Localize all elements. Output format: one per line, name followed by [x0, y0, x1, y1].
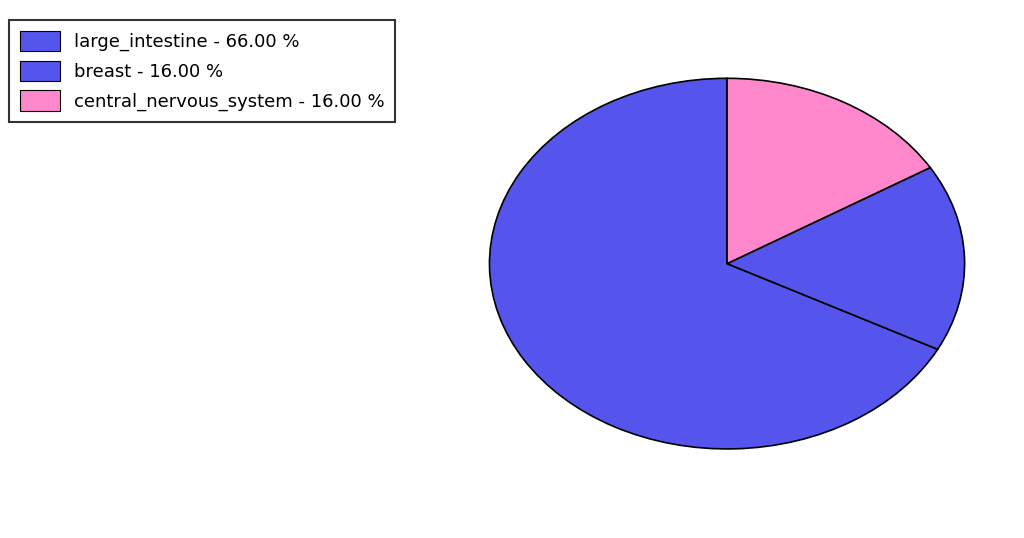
Legend: large_intestine - 66.00 %, breast - 16.00 %, central_nervous_system - 16.00 %: large_intestine - 66.00 %, breast - 16.0… [9, 20, 395, 122]
Wedge shape [727, 79, 930, 264]
Wedge shape [489, 79, 938, 449]
Wedge shape [727, 167, 965, 349]
